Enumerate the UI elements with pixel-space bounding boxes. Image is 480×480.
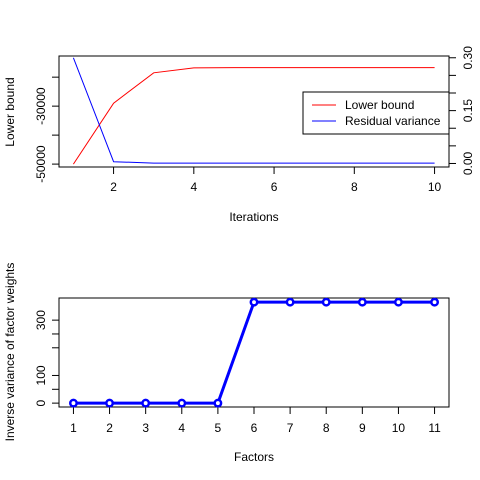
series-line-lower-bound	[72, 67, 435, 165]
x-tick-label: 7	[287, 421, 294, 435]
data-point	[430, 297, 440, 307]
y-right-tick-label: 0.00	[461, 151, 475, 175]
data-point	[177, 398, 187, 408]
y-left-tick-label: -50000	[34, 145, 48, 183]
x-tick-label: 2	[110, 180, 117, 194]
x-tick-label: 1	[70, 421, 77, 435]
chart-lower-bound-and-residual-variance: 2 4 6 8 10 -50000 -30000 0.00 0.15 0.30 Iterati…	[3, 46, 475, 224]
series-line-inverse-variance	[73, 300, 435, 405]
x-tick-label: 8	[323, 421, 330, 435]
top-x-axis-title: Iterations	[229, 210, 278, 224]
bottom-x-axis: 1 2 3 4 5 6 7 8 9 10 11	[70, 407, 441, 435]
y-right-tick-label: 0.30	[461, 46, 475, 70]
x-tick-label: 2	[106, 421, 113, 435]
data-point	[249, 297, 259, 307]
plot-frame-bottom	[58, 297, 450, 408]
top-y-right-axis: 0.00 0.15 0.30	[449, 46, 475, 175]
data-point	[285, 297, 295, 307]
y-tick-label: 0	[34, 399, 48, 406]
data-point	[213, 398, 223, 408]
y-right-tick-label: 0.15	[461, 99, 475, 123]
y-tick-label: 300	[34, 310, 48, 330]
top-x-axis: 2 4 6 8 10	[110, 167, 442, 194]
x-tick-label: 6	[251, 421, 258, 435]
top-y-left-axis: -50000 -30000	[34, 76, 59, 183]
data-point	[357, 297, 367, 307]
x-tick-label: 4	[178, 421, 185, 435]
chart-inverse-variance: 1 2 3 4 5 6 7 8 9 10 11 0 100 300 Factors Inverse va…	[3, 263, 450, 464]
x-tick-label: 11	[428, 421, 441, 435]
legend-label-lower-bound: Lower bound	[345, 98, 414, 112]
data-point	[321, 297, 331, 307]
x-tick-label: 5	[215, 421, 222, 435]
x-tick-label: 3	[142, 421, 149, 435]
data-point	[141, 398, 151, 408]
legend-label-residual-variance: Residual variance	[345, 114, 441, 128]
x-tick-label: 4	[190, 180, 197, 194]
bottom-x-axis-title: Factors	[234, 450, 274, 464]
top-series	[72, 57, 435, 165]
legend-box	[302, 91, 450, 135]
series-line-residual-variance	[72, 57, 435, 164]
top-y-left-axis-title: Lower bound	[3, 77, 17, 146]
x-tick-label: 6	[271, 180, 278, 194]
x-tick-label: 10	[428, 180, 442, 194]
bottom-y-axis: 0 100 300	[34, 310, 59, 406]
data-point	[105, 398, 115, 408]
bottom-series	[68, 297, 440, 408]
x-tick-label: 10	[392, 421, 406, 435]
legend: Lower bound Residual variance	[302, 91, 450, 135]
y-tick-label: 100	[34, 365, 48, 385]
bottom-y-axis-title: Inverse variance of factor weights	[3, 263, 17, 442]
y-left-tick-label: -30000	[34, 87, 48, 125]
x-tick-label: 9	[359, 421, 366, 435]
x-tick-label: 8	[351, 180, 358, 194]
data-point	[68, 398, 78, 408]
data-point	[393, 297, 403, 307]
